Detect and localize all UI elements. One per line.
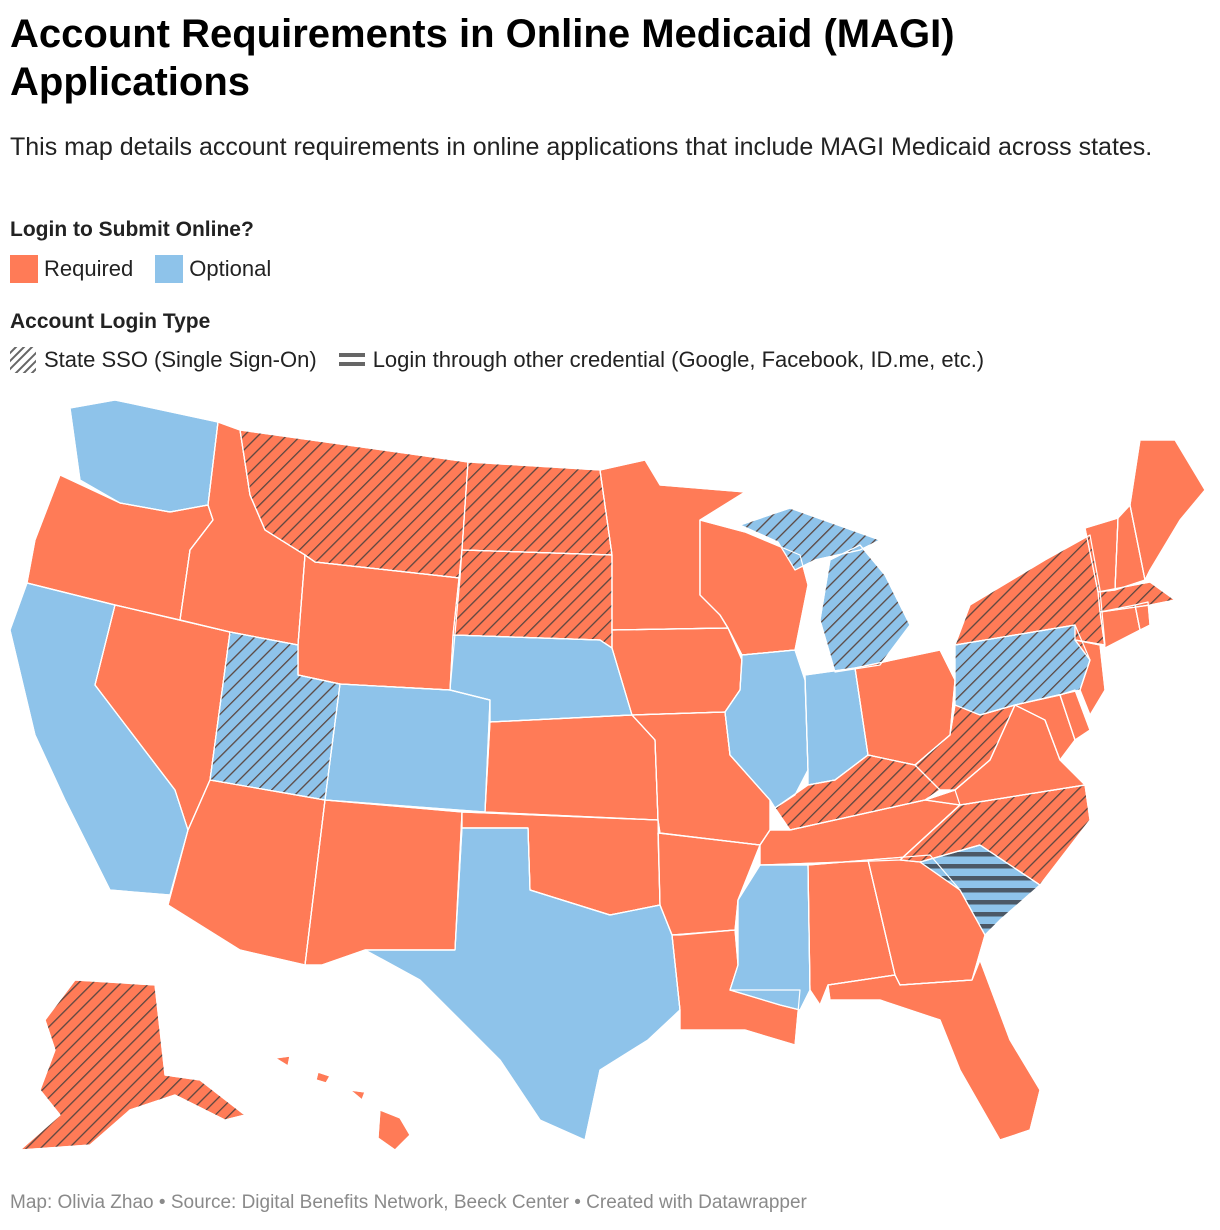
state-borders	[9, 399, 1206, 1151]
state-ut-pattern	[210, 632, 340, 800]
state-ny-pattern	[955, 535, 1105, 645]
state-fl	[827, 959, 1041, 1141]
legend-label-other-credential: Login through other credential (Google, …	[372, 347, 985, 372]
map-credit: Map: Olivia Zhao • Source: Digital Benef…	[10, 1192, 807, 1213]
map-subtitle: This map details account requirements in…	[10, 133, 1153, 161]
state-pa-pattern	[955, 625, 1090, 715]
us-map	[0, 390, 1220, 1170]
legend-label-sso: State SSO (Single Sign-On)	[44, 347, 317, 372]
state-border-ma	[1097, 581, 1176, 613]
state-co	[324, 683, 491, 813]
state-ks	[484, 714, 659, 821]
legend-label-optional: Optional	[189, 256, 272, 281]
legend-item-required: Required	[10, 255, 133, 283]
state-sd-pattern	[453, 550, 612, 648]
legend-item-sso: State SSO (Single Sign-On)	[10, 347, 317, 373]
state-hi	[274, 1055, 411, 1151]
us-map-svg	[9, 399, 1206, 1151]
legend-login: State SSO (Single Sign-On) Login through…	[10, 347, 1006, 373]
legend-login-title: Account Login Type	[10, 310, 211, 333]
state-border-ak	[19, 979, 246, 1151]
state-border-nj	[1074, 639, 1106, 716]
legend-item-other-credential: Login through other credential (Google, …	[338, 347, 985, 373]
state-wv-pattern	[915, 705, 1015, 790]
optional-swatch	[155, 255, 184, 283]
state-ky-pattern	[775, 755, 940, 830]
state-border-me	[1129, 439, 1206, 581]
state-border-tx	[364, 827, 681, 1141]
state-ak-pattern	[20, 980, 245, 1150]
legend-submit-title: Login to Submit Online?	[10, 218, 254, 241]
state-border-co	[324, 683, 491, 813]
legend-item-optional: Optional	[155, 255, 271, 283]
state-border-de	[1059, 689, 1091, 741]
map-title: Account Requirements in Online Medicaid …	[10, 12, 955, 104]
stripe-pattern-icon	[338, 347, 365, 373]
state-nc-pattern	[900, 785, 1090, 885]
state-border-la	[671, 929, 801, 1046]
legend-submit: Required Optional	[10, 255, 293, 283]
state-border-pa	[954, 624, 1091, 716]
state-mt-pattern	[240, 430, 468, 578]
legend-label-required: Required	[44, 256, 134, 281]
required-swatch	[10, 255, 38, 283]
state-ia	[611, 627, 743, 716]
state-nd-pattern	[462, 462, 612, 555]
state-border-hi	[274, 1055, 411, 1151]
state-sc-pattern	[920, 845, 1040, 935]
state-border-mi	[739, 507, 911, 673]
state-border-ri	[1134, 601, 1151, 631]
state-border-ms	[729, 864, 811, 1011]
state-nm	[304, 799, 463, 966]
hatch-pattern-icon	[10, 347, 36, 373]
state-border-fl	[827, 959, 1041, 1141]
